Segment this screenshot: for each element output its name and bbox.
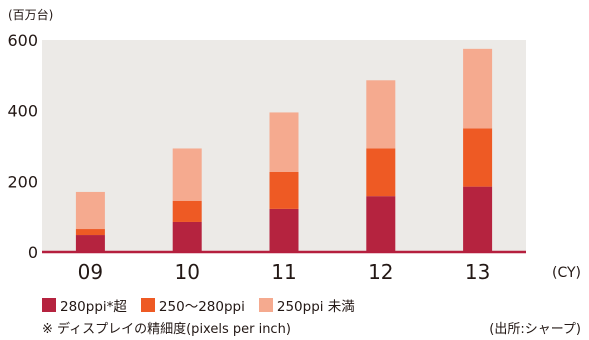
legend-label-under-250ppi: 250ppi 未満 bbox=[276, 299, 355, 315]
x-tick-label-10: 10 bbox=[174, 260, 199, 284]
bar-250-280ppi-09 bbox=[75, 229, 105, 236]
legend-item-under-250ppi: 250ppi 未満 bbox=[258, 295, 355, 315]
bar-under-250ppi-09 bbox=[75, 191, 105, 230]
y-tick-label-400: 400 bbox=[7, 102, 38, 121]
legend-label-250-280ppi: 250〜280ppi bbox=[158, 299, 245, 315]
legend: 280ppi*超 250〜280ppi 250ppi 未満 bbox=[42, 295, 369, 315]
footnote: ※ ディスプレイの精細度(pixels per inch) bbox=[42, 322, 291, 337]
bar-over-280ppi-11 bbox=[269, 208, 299, 252]
bar-under-250ppi-10 bbox=[172, 148, 202, 201]
bar-250-280ppi-10 bbox=[172, 200, 202, 222]
legend-swatch-250-280ppi bbox=[140, 298, 155, 312]
legend-swatch-under-250ppi bbox=[258, 298, 273, 312]
stacked-bar-chart: 0 200 400 600 09 10 11 12 13 (CY) bbox=[7, 31, 581, 284]
y-tick-label-0: 0 bbox=[28, 243, 38, 262]
legend-label-over-280ppi: 280ppi*超 bbox=[60, 299, 127, 315]
bar-250-280ppi-12 bbox=[366, 148, 396, 197]
source-note: (出所:シャープ) bbox=[489, 322, 581, 337]
bar-over-280ppi-09 bbox=[75, 235, 105, 252]
x-tick-label-12: 12 bbox=[368, 260, 393, 284]
bar-250-280ppi-13 bbox=[463, 128, 493, 187]
bar-under-250ppi-11 bbox=[269, 112, 299, 172]
x-tick-labels: 09 10 11 12 13 bbox=[78, 260, 491, 284]
bar-over-280ppi-13 bbox=[463, 186, 493, 252]
x-tick-label-09: 09 bbox=[78, 260, 103, 284]
x-axis-unit-label: (CY) bbox=[552, 265, 581, 281]
bar-under-250ppi-13 bbox=[463, 48, 493, 129]
y-axis-unit-label: (百万台) bbox=[8, 8, 54, 22]
legend-swatch-over-280ppi bbox=[42, 298, 56, 312]
y-tick-label-600: 600 bbox=[7, 31, 38, 50]
legend-item-250-280ppi: 250〜280ppi bbox=[140, 295, 245, 315]
bar-under-250ppi-12 bbox=[366, 80, 396, 149]
bar-over-280ppi-10 bbox=[172, 221, 202, 252]
x-tick-label-13: 13 bbox=[465, 260, 490, 284]
bar-250-280ppi-11 bbox=[269, 171, 299, 209]
x-tick-label-11: 11 bbox=[271, 260, 296, 284]
bar-over-280ppi-12 bbox=[366, 196, 396, 252]
y-tick-labels: 0 200 400 600 bbox=[7, 31, 38, 262]
y-tick-label-200: 200 bbox=[7, 172, 38, 191]
legend-item-over-280ppi: 280ppi*超 bbox=[42, 295, 127, 315]
bar-group bbox=[75, 48, 493, 252]
